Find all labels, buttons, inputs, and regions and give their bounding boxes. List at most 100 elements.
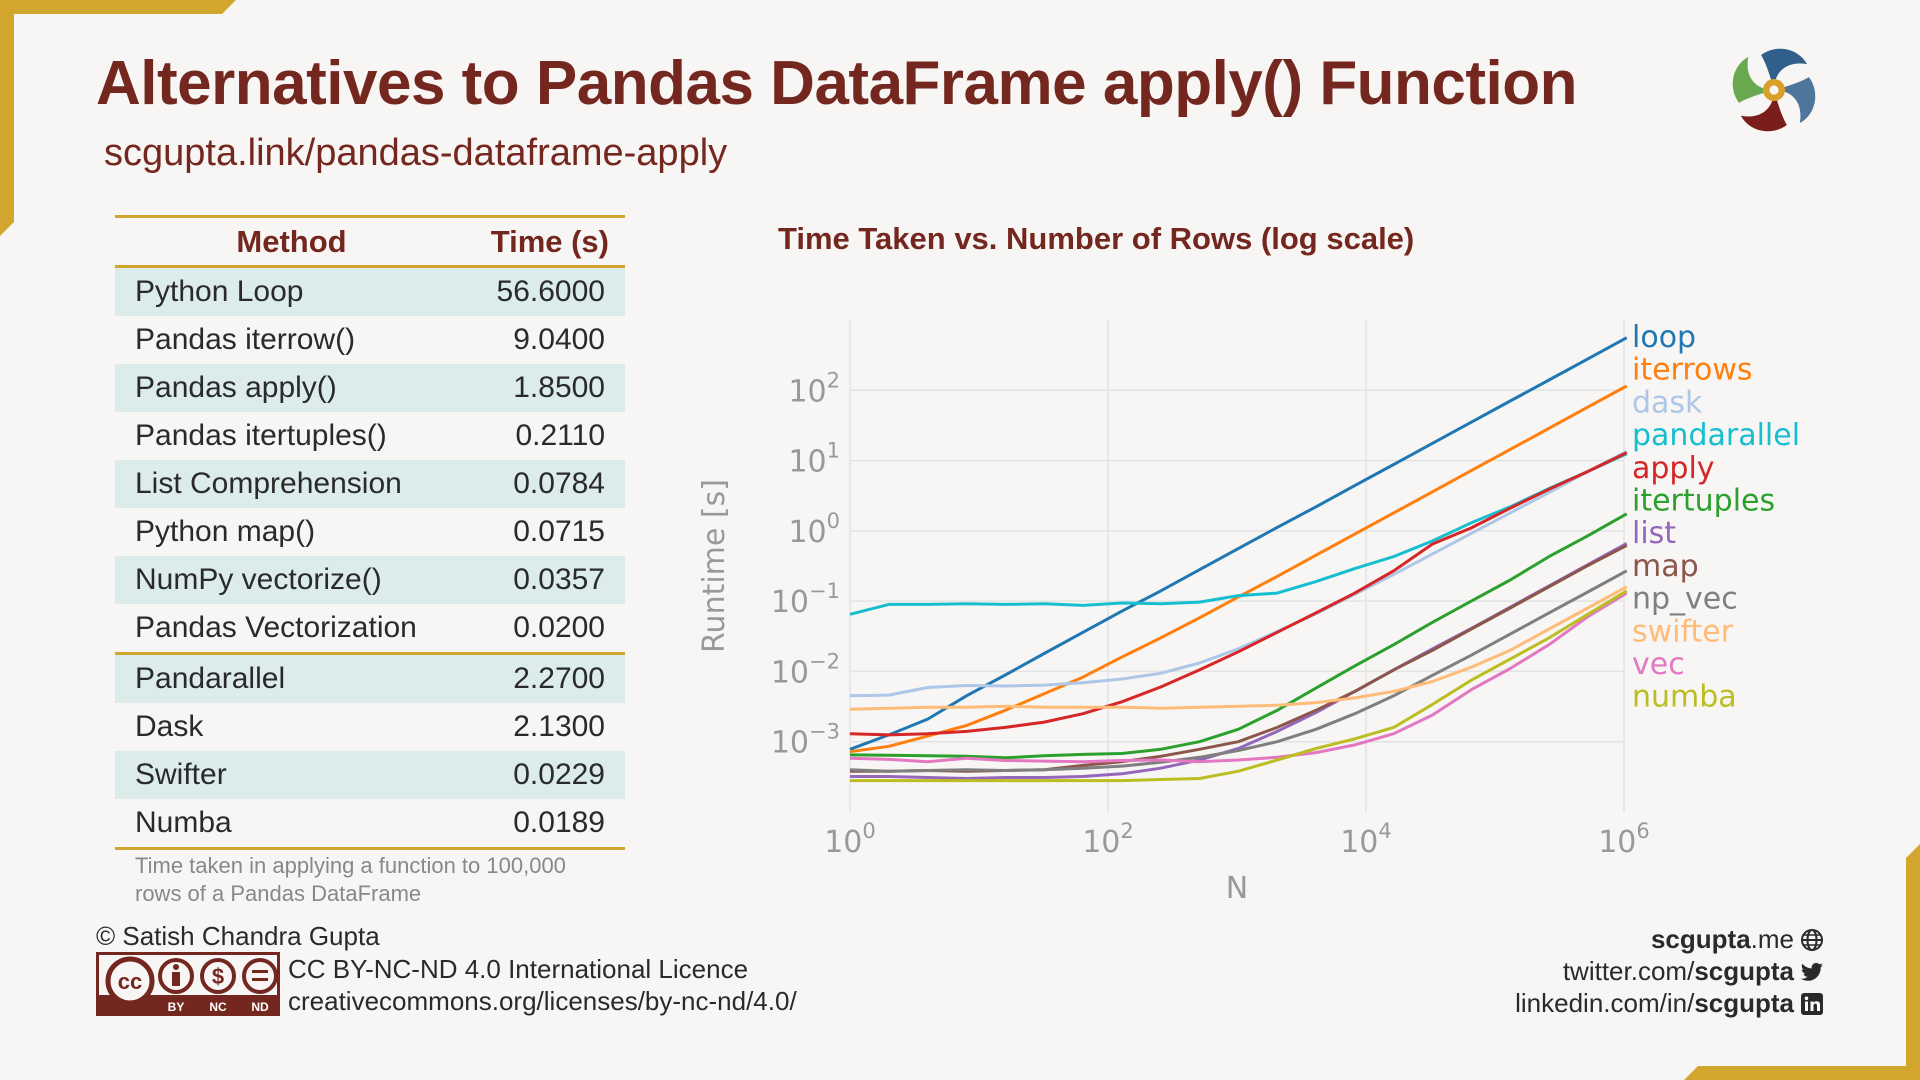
method-cell: Python map() bbox=[135, 515, 316, 548]
website-bold: scgupta bbox=[1650, 924, 1751, 954]
series-line-numba bbox=[850, 589, 1628, 783]
runtime-line-chart: 10−3 10−2 10−1 100 101 102 100 102 104 106 N Runtim… bbox=[697, 320, 1800, 906]
legend-label-np_vec: np_vec bbox=[1632, 582, 1738, 617]
table-row: NumPy vectorize() 0.0357 bbox=[115, 556, 625, 604]
legend-label-iterrows: iterrows bbox=[1632, 353, 1753, 388]
cc-badge-by: BY bbox=[168, 1000, 185, 1014]
method-cell: List Comprehension bbox=[115, 460, 468, 508]
method-cell: Pandas itertuples() bbox=[135, 419, 387, 452]
table-row: Pandas apply() 1.8500 bbox=[115, 364, 625, 412]
website-rest: .me bbox=[1750, 924, 1794, 954]
table-row: Pandarallel 2.2700 bbox=[115, 652, 625, 703]
table-row: Numba 0.0189 bbox=[115, 799, 625, 850]
time-cell: 56.6000 bbox=[467, 266, 625, 316]
time-cell: 0.0200 bbox=[513, 611, 605, 644]
column-header-time: Time (s) bbox=[467, 215, 625, 268]
series-line-np_vec bbox=[849, 569, 1628, 773]
table-row: Pandas itertuples() 0.2110 bbox=[115, 412, 625, 460]
page-title: Alternatives to Pandas DataFrame apply()… bbox=[96, 49, 1578, 118]
method-cell: Python Loop bbox=[115, 266, 468, 316]
linkedin-prefix: linkedin.com/in/ bbox=[1515, 988, 1695, 1018]
table-row: Dask 2.1300 bbox=[115, 703, 625, 751]
time-cell: 0.2110 bbox=[515, 419, 605, 452]
legend-label-map: map bbox=[1632, 549, 1699, 584]
table-header-row: Method Time (s) bbox=[115, 215, 625, 268]
x-tick-label: 100 bbox=[824, 819, 876, 860]
legend-label-pandarallel: pandarallel bbox=[1632, 418, 1800, 453]
legend-label-dask: dask bbox=[1632, 385, 1703, 420]
table-row: List Comprehension 0.0784 bbox=[115, 460, 625, 508]
y-tick-label: 10−1 bbox=[771, 579, 840, 620]
table-row: Swifter 0.0229 bbox=[115, 751, 625, 799]
linkedin-handle: scgupta bbox=[1694, 988, 1794, 1018]
method-cell: Pandas apply() bbox=[115, 364, 468, 412]
y-axis-label: Runtime [s] bbox=[697, 479, 732, 653]
method-cell: Pandarallel bbox=[115, 652, 468, 703]
legend-label-numba: numba bbox=[1632, 680, 1737, 715]
methods-table: Method Time (s) Python Loop 56.6000 Panda… bbox=[115, 215, 625, 850]
website-link[interactable]: scgupta.me bbox=[1651, 924, 1824, 955]
time-cell: 2.1300 bbox=[513, 710, 605, 743]
time-cell: 0.0357 bbox=[467, 556, 625, 604]
x-tick-label: 102 bbox=[1082, 819, 1134, 860]
time-cell: 0.0229 bbox=[467, 751, 625, 799]
series-line-vec bbox=[849, 591, 1628, 764]
license-url-link[interactable]: creativecommons.org/licenses/by-nc-nd/4.… bbox=[288, 986, 797, 1016]
svg-text:$: $ bbox=[212, 964, 224, 989]
chart-title: Time Taken vs. Number of Rows (log scale… bbox=[778, 221, 1415, 256]
legend-label-loop: loop bbox=[1632, 320, 1696, 355]
cc-badge-nc: NC bbox=[209, 1000, 227, 1014]
globe-icon bbox=[1801, 928, 1823, 951]
time-cell: 1.8500 bbox=[467, 364, 625, 412]
series-line-swifter bbox=[849, 585, 1628, 711]
legend-label-itertuples: itertuples bbox=[1632, 484, 1775, 519]
table-footnote: Time taken in applying a function to 100… bbox=[135, 853, 566, 906]
time-cell: 2.2700 bbox=[467, 652, 625, 703]
method-cell: Dask bbox=[135, 710, 204, 743]
y-tick-label: 102 bbox=[788, 368, 840, 409]
twitter-handle: scgupta bbox=[1694, 956, 1794, 986]
y-tick-label: 100 bbox=[788, 509, 840, 550]
table-row: Python map() 0.0715 bbox=[115, 508, 625, 556]
time-cell: 9.0400 bbox=[513, 323, 605, 356]
y-tick-label: 101 bbox=[788, 439, 840, 480]
legend-label-vec: vec bbox=[1632, 647, 1685, 682]
legend-label-list: list bbox=[1632, 516, 1676, 551]
time-cell: 0.0784 bbox=[467, 460, 625, 508]
y-tick-label: 10−2 bbox=[771, 649, 840, 690]
series-line-apply bbox=[849, 451, 1628, 737]
series-line-loop bbox=[849, 336, 1628, 751]
series-line-pandarallel bbox=[849, 452, 1628, 616]
methods-table-container: Method Time (s) Python Loop 56.6000 Panda… bbox=[115, 215, 625, 908]
cc-badge-nd: ND bbox=[251, 1000, 269, 1014]
x-axis-label: N bbox=[1226, 871, 1248, 906]
table-row: Python Loop 56.6000 bbox=[115, 266, 625, 316]
y-tick-label: 10−3 bbox=[771, 720, 840, 761]
twitter-prefix: twitter.com/ bbox=[1562, 956, 1695, 986]
x-tick-label: 104 bbox=[1340, 819, 1392, 860]
method-cell: NumPy vectorize() bbox=[115, 556, 468, 604]
legend-label-apply: apply bbox=[1632, 451, 1715, 486]
logo bbox=[1732, 48, 1816, 132]
column-header-method: Method bbox=[115, 215, 468, 268]
time-cell: 0.0715 bbox=[513, 515, 605, 548]
method-cell: Pandas iterrow() bbox=[135, 323, 356, 356]
cc-license-badge: cc $ BY NC ND bbox=[96, 952, 280, 1016]
method-cell: Pandas Vectorization bbox=[135, 611, 417, 644]
twitter-link[interactable]: twitter.com/scgupta bbox=[1563, 956, 1824, 987]
time-cell: 0.0189 bbox=[467, 799, 625, 850]
method-cell: Swifter bbox=[115, 751, 468, 799]
cc-badge-cc: cc bbox=[118, 969, 142, 994]
linkedin-icon bbox=[1801, 992, 1823, 1015]
table-row: Pandas iterrow() 9.0400 bbox=[115, 316, 625, 364]
twitter-icon bbox=[1801, 962, 1823, 981]
table-row: Pandas Vectorization 0.0200 bbox=[115, 604, 625, 654]
series-line-dask bbox=[849, 450, 1628, 698]
page-subtitle-link[interactable]: scgupta.link/pandas-dataframe-apply bbox=[104, 132, 728, 174]
linkedin-link[interactable]: linkedin.com/in/scgupta bbox=[1515, 988, 1824, 1019]
author-credit: © Satish Chandra Gupta bbox=[96, 921, 380, 951]
license-name: CC BY-NC-ND 4.0 International Licence bbox=[288, 954, 749, 984]
method-cell: Numba bbox=[115, 799, 468, 850]
legend-label-swifter: swifter bbox=[1632, 614, 1734, 649]
series-line-itertuples bbox=[849, 512, 1628, 760]
